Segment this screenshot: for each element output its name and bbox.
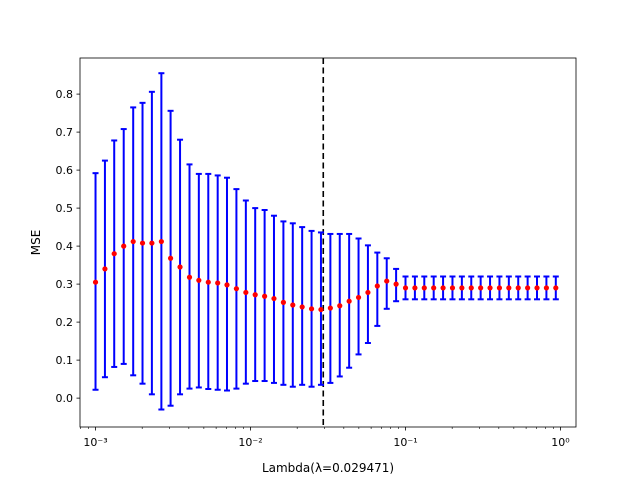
y-tick-label: 0.7 — [56, 126, 74, 139]
data-point — [355, 294, 362, 301]
y-axis-label: MSE — [29, 230, 43, 256]
data-point — [308, 306, 315, 312]
data-point — [149, 240, 155, 246]
data-point — [478, 285, 484, 291]
data-point — [139, 240, 146, 246]
data-point — [515, 285, 521, 291]
x-tick-label: 10⁻¹ — [393, 436, 417, 449]
data-point — [506, 285, 512, 291]
data-point — [233, 286, 240, 292]
data-point — [384, 278, 390, 284]
data-point — [374, 283, 380, 289]
data-point — [262, 293, 268, 299]
data-point — [205, 279, 211, 285]
y-tick-label: 0.8 — [56, 88, 74, 101]
data-point — [525, 285, 531, 291]
data-point — [280, 299, 287, 305]
x-axis-label: Lambda(λ=0.029471) — [262, 461, 394, 475]
y-tick-label: 0.1 — [56, 354, 74, 367]
data-point — [167, 255, 174, 261]
y-tick-label: 0.3 — [56, 278, 74, 291]
data-point — [121, 243, 127, 249]
y-tick-label: 0.5 — [56, 202, 74, 215]
data-point — [92, 279, 99, 285]
data-point — [337, 303, 343, 309]
data-point — [196, 277, 202, 283]
point-layer — [92, 238, 559, 313]
y-axis-ticks: 0.0 0.1 0.2 0.3 0.4 0.5 0.6 0.7 0.8 — [56, 88, 80, 405]
plot-frame — [79, 57, 577, 428]
y-tick-label: 0.2 — [56, 316, 74, 329]
data-point — [468, 285, 474, 291]
y-tick-label: 0.0 — [56, 392, 74, 405]
data-point — [365, 289, 371, 296]
data-point — [543, 285, 550, 291]
data-point — [459, 285, 465, 291]
y-tick-label: 0.4 — [56, 240, 74, 253]
data-point — [327, 305, 333, 311]
data-point — [431, 285, 437, 291]
data-point — [534, 285, 540, 291]
data-point — [421, 285, 427, 291]
data-point — [186, 274, 193, 280]
x-tick-label: 10⁻² — [238, 436, 262, 449]
data-point — [215, 280, 221, 286]
data-point — [440, 285, 446, 291]
data-point — [290, 302, 296, 308]
data-point — [252, 292, 258, 298]
y-tick-label: 0.6 — [56, 164, 74, 177]
data-point — [177, 264, 183, 270]
x-tick-label: 10⁰ — [551, 436, 570, 449]
data-point — [496, 285, 503, 291]
data-point — [346, 298, 352, 304]
data-point — [487, 285, 493, 291]
data-point — [553, 285, 559, 291]
data-point — [412, 285, 418, 291]
data-point — [243, 289, 249, 296]
x-axis-ticks: 10⁻³ 10⁻² 10⁻¹ 10⁰ — [80, 427, 570, 449]
data-point — [224, 282, 230, 288]
data-point — [393, 281, 399, 287]
data-point — [449, 285, 456, 291]
data-point — [158, 238, 164, 245]
data-point — [271, 295, 277, 302]
x-tick-label: 10⁻³ — [83, 436, 107, 449]
data-point — [111, 251, 117, 257]
data-point — [402, 285, 409, 291]
data-point — [130, 238, 136, 245]
data-point — [102, 266, 108, 272]
data-point — [299, 304, 305, 310]
data-point — [318, 306, 324, 313]
